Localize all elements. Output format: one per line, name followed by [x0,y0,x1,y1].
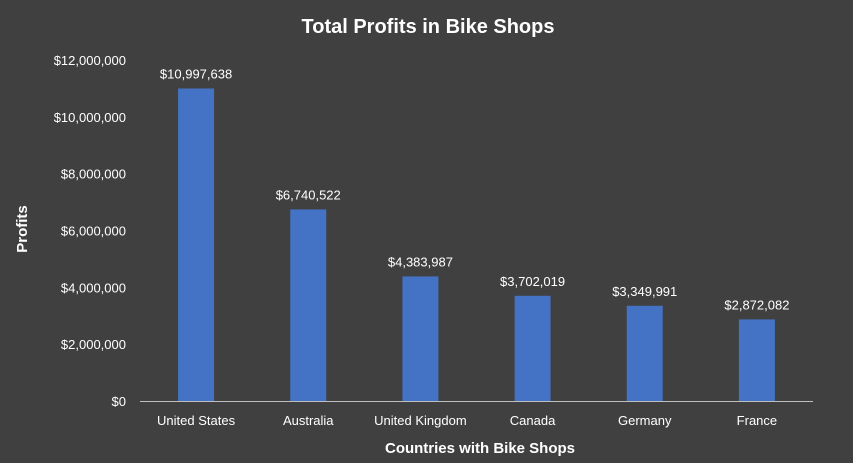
x-tick-label: United States [157,413,236,428]
x-tick-label: Australia [283,413,334,428]
y-axis-title: Profits [14,205,31,253]
x-tick-label: Germany [618,413,672,428]
data-label: $3,702,019 [500,274,565,289]
y-tick-label: $8,000,000 [61,167,126,182]
x-axis: United States Australia United Kingdom Cana… [157,413,777,428]
chart-title: Total Profits in Bike Shops [302,16,555,38]
y-tick-label: $0 [112,394,126,409]
y-tick-label: $6,000,000 [61,224,126,239]
bar-canada [514,295,551,401]
y-tick-label: $12,000,000 [54,53,126,68]
bar-united-kingdom [402,276,439,401]
x-tick-label: United Kingdom [374,413,467,428]
bar-australia [290,209,327,401]
y-tick-label: $2,000,000 [61,337,126,352]
data-label: $10,997,638 [160,66,232,81]
bar-germany [626,305,663,401]
bar-united-states [178,88,215,401]
x-tick-label: Canada [510,413,556,428]
y-tick-label: $4,000,000 [61,280,126,295]
data-label: $4,383,987 [388,254,453,269]
x-axis-title: Countries with Bike Shops [385,440,575,457]
data-label: $3,349,991 [612,284,677,299]
y-axis: $0 $2,000,000 $4,000,000 $6,000,000 $8,000,0… [54,53,126,409]
x-tick-label: France [737,413,777,428]
bars-group: $10,997,638 $6,740,522 $4,383,987 $3,702,01… [160,66,789,401]
bar-france [738,319,775,401]
data-label: $6,740,522 [276,187,341,202]
y-tick-label: $10,000,000 [54,110,126,125]
data-label: $2,872,082 [724,297,789,312]
